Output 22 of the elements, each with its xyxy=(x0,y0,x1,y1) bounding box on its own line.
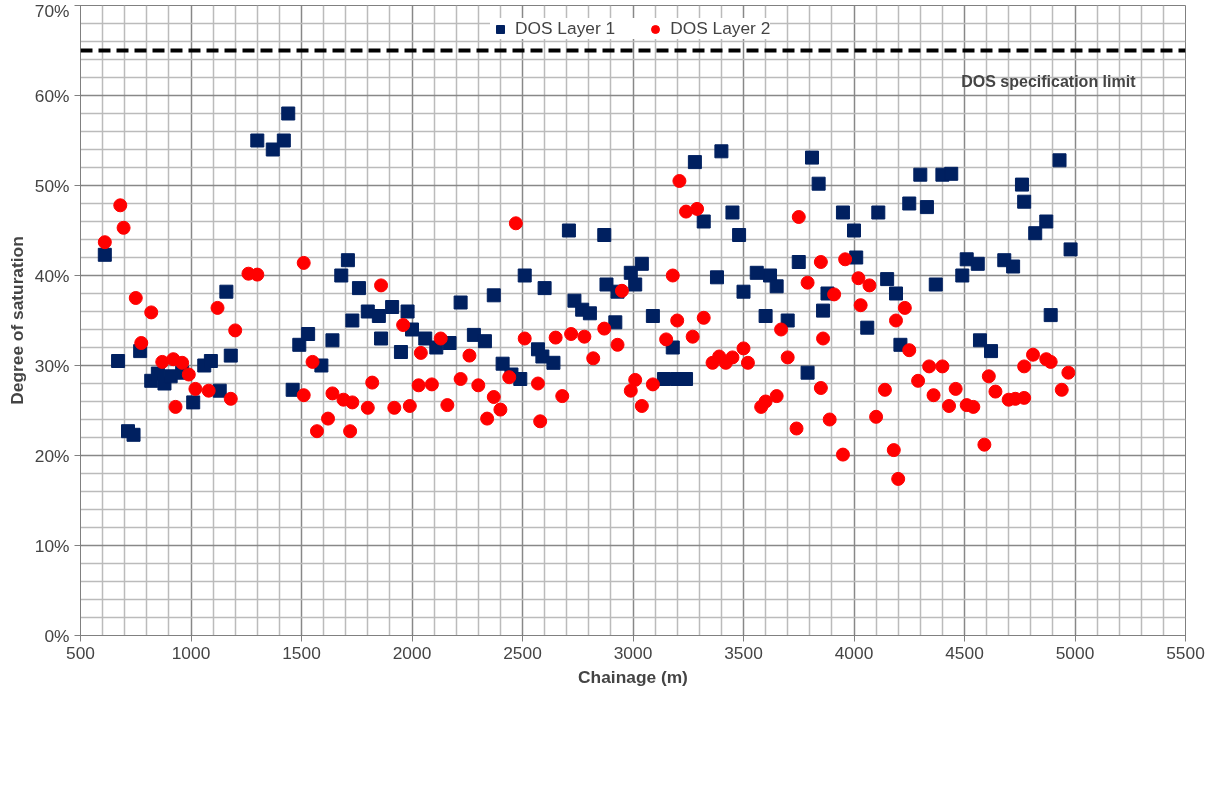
x-tick-label: 1500 xyxy=(282,642,321,663)
x-tick-label: 3000 xyxy=(613,642,653,663)
y-tick-label: 50% xyxy=(34,175,70,196)
y-tick-label: 40% xyxy=(34,265,70,286)
x-tick-label: 4500 xyxy=(945,642,984,663)
y-axis-title: Degree of saturation xyxy=(6,236,27,405)
x-tick-label: 5500 xyxy=(1166,642,1205,663)
y-tick-label: 20% xyxy=(34,445,70,466)
x-axis-title: Chainage (m) xyxy=(578,666,688,687)
x-tick-label: 5000 xyxy=(1055,642,1095,663)
y-tick-label: 70% xyxy=(34,0,70,21)
x-tick-label: 2000 xyxy=(392,642,432,663)
x-tick-label: 4000 xyxy=(834,642,874,663)
x-tick-label: 2500 xyxy=(503,642,542,663)
x-tick-label: 1000 xyxy=(171,642,211,663)
legend-label: DOS Layer 2 xyxy=(670,18,771,39)
legend-label: DOS Layer 1 xyxy=(515,18,616,39)
y-tick-label: 60% xyxy=(34,85,70,106)
ref-line-label: DOS specification limit xyxy=(961,72,1137,90)
y-tick-label: 10% xyxy=(34,535,70,556)
y-tick-label: 30% xyxy=(34,355,70,376)
x-tick-label: 3500 xyxy=(724,642,763,663)
